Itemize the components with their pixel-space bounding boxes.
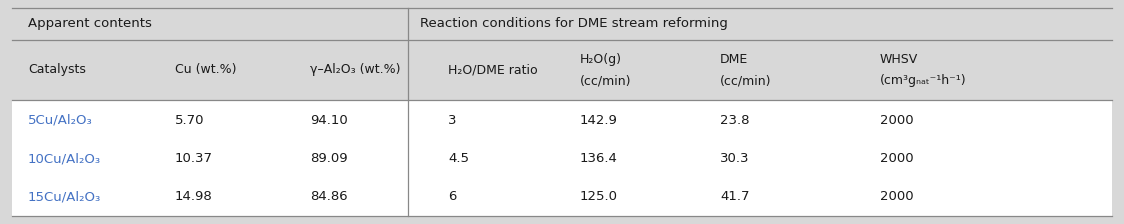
Text: DME: DME xyxy=(720,53,749,66)
Bar xyxy=(12,8,1112,100)
Text: 125.0: 125.0 xyxy=(580,190,618,203)
Text: 41.7: 41.7 xyxy=(720,190,750,203)
Text: Catalysts: Catalysts xyxy=(28,63,85,77)
Text: Reaction conditions for DME stream reforming: Reaction conditions for DME stream refor… xyxy=(420,17,728,30)
Text: 136.4: 136.4 xyxy=(580,153,618,166)
Text: 30.3: 30.3 xyxy=(720,153,750,166)
Text: 4.5: 4.5 xyxy=(448,153,469,166)
Text: 2000: 2000 xyxy=(880,114,914,127)
Text: WHSV: WHSV xyxy=(880,53,918,66)
Text: 84.86: 84.86 xyxy=(310,190,347,203)
Text: 94.10: 94.10 xyxy=(310,114,347,127)
Text: H₂O/DME ratio: H₂O/DME ratio xyxy=(448,63,537,77)
Text: 15Cu/Al₂O₃: 15Cu/Al₂O₃ xyxy=(28,190,101,203)
Text: 5.70: 5.70 xyxy=(175,114,205,127)
Text: 10.37: 10.37 xyxy=(175,153,214,166)
Text: (cc/min): (cc/min) xyxy=(580,74,632,87)
Text: 23.8: 23.8 xyxy=(720,114,750,127)
Text: (cm³gₙₐₜ⁻¹h⁻¹): (cm³gₙₐₜ⁻¹h⁻¹) xyxy=(880,74,967,87)
Text: 2000: 2000 xyxy=(880,190,914,203)
Text: 5Cu/Al₂O₃: 5Cu/Al₂O₃ xyxy=(28,114,93,127)
Text: H₂O(g): H₂O(g) xyxy=(580,53,622,66)
Bar xyxy=(12,100,1112,216)
Text: 142.9: 142.9 xyxy=(580,114,618,127)
Text: (cc/min): (cc/min) xyxy=(720,74,771,87)
Text: 10Cu/Al₂O₃: 10Cu/Al₂O₃ xyxy=(28,153,101,166)
Text: γ–Al₂O₃ (wt.%): γ–Al₂O₃ (wt.%) xyxy=(310,63,400,77)
Text: 14.98: 14.98 xyxy=(175,190,212,203)
Text: 6: 6 xyxy=(448,190,456,203)
Text: 3: 3 xyxy=(448,114,456,127)
Text: Apparent contents: Apparent contents xyxy=(28,17,152,30)
Text: 89.09: 89.09 xyxy=(310,153,347,166)
Text: 2000: 2000 xyxy=(880,153,914,166)
Text: Cu (wt.%): Cu (wt.%) xyxy=(175,63,236,77)
